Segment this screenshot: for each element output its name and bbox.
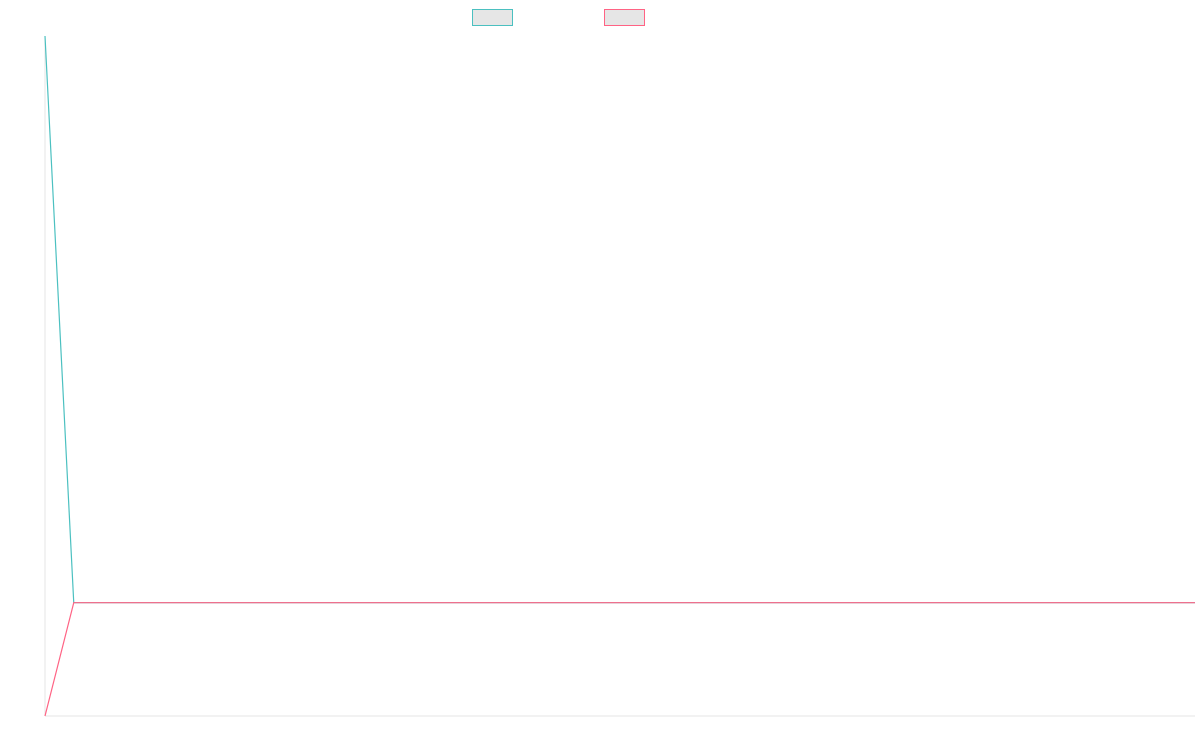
legend-item-1[interactable] — [472, 9, 513, 26]
series-group — [44, 35, 1195, 717]
series-line-1 — [44, 35, 1195, 604]
legend — [472, 9, 645, 26]
legend-swatch-1[interactable] — [472, 9, 513, 26]
axes — [44, 36, 1195, 717]
series-line-2 — [44, 602, 1195, 717]
legend-swatch-2[interactable] — [604, 9, 645, 26]
legend-item-2[interactable] — [604, 9, 645, 26]
